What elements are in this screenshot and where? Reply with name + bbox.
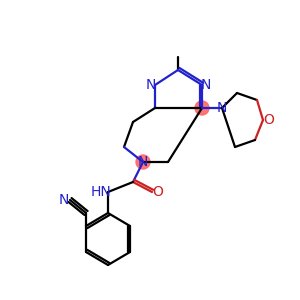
Text: N: N: [59, 193, 69, 207]
Text: O: O: [153, 185, 164, 199]
Text: N: N: [217, 101, 227, 115]
Text: N: N: [138, 155, 148, 169]
Circle shape: [136, 155, 150, 169]
Text: N: N: [146, 78, 156, 92]
Circle shape: [195, 101, 209, 115]
Text: HN: HN: [91, 185, 111, 199]
Text: O: O: [264, 113, 274, 127]
Text: N: N: [201, 78, 211, 92]
